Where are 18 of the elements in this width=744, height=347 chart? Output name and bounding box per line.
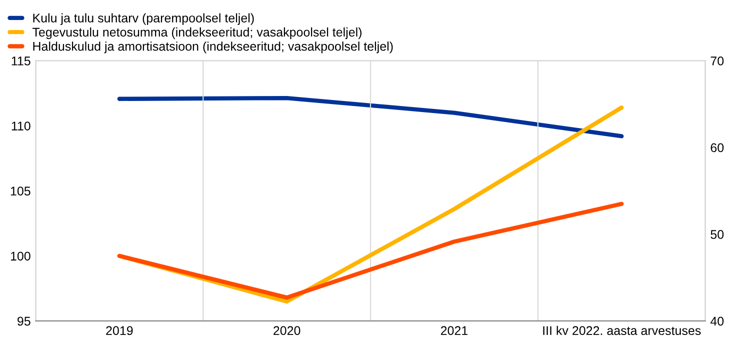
- y2-tick-label: 60: [710, 143, 724, 152]
- line-series: [117, 202, 624, 300]
- y2-tick-label: 70: [710, 56, 724, 66]
- x-tick-label: III kv 2022. aasta arvestuses: [543, 326, 701, 336]
- y2-tick-label: 50: [710, 230, 724, 239]
- legend-label: Halduskulud ja amortisatsioon (indekseeritud; vasakpoolsel teljel): [33, 42, 393, 54]
- legend-label: Tegevustulu netosumma (indekseeritud; vasakpoolsel teljel): [32, 27, 362, 40]
- x-tick-label: 2019: [106, 326, 133, 336]
- y-tick-label: 110: [12, 122, 30, 130]
- x-tick-label: 2021: [440, 326, 468, 336]
- y-tick-label: 95: [18, 316, 30, 326]
- x-tick-label: 2020: [274, 326, 300, 336]
- line-series: [117, 96, 624, 138]
- legend-label: Kulu ja tulu suhtarv (parempoolsel teljel): [33, 13, 254, 25]
- y-tick-label: 105: [10, 186, 30, 196]
- y2-tick-label: 40: [710, 316, 724, 326]
- y-tick-label: 100: [10, 252, 30, 261]
- y-tick-label: 115: [12, 56, 30, 66]
